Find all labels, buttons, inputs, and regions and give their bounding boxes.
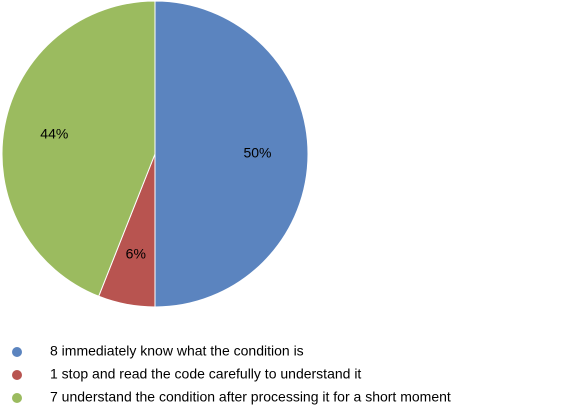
legend-marker xyxy=(12,370,22,380)
pie-slice xyxy=(1,0,156,297)
slice-label: 50% xyxy=(243,145,271,161)
slice-label: 6% xyxy=(126,245,146,261)
slice-label: 44% xyxy=(40,125,68,141)
legend-label: 7 understand the condition after process… xyxy=(50,389,451,405)
legend-label: 8 immediately know what the condition is xyxy=(50,343,304,359)
pie-slice xyxy=(154,0,309,308)
legend-marker xyxy=(12,393,22,403)
legend-label: 1 stop and read the code carefully to un… xyxy=(50,366,361,382)
legend-marker xyxy=(12,347,22,357)
